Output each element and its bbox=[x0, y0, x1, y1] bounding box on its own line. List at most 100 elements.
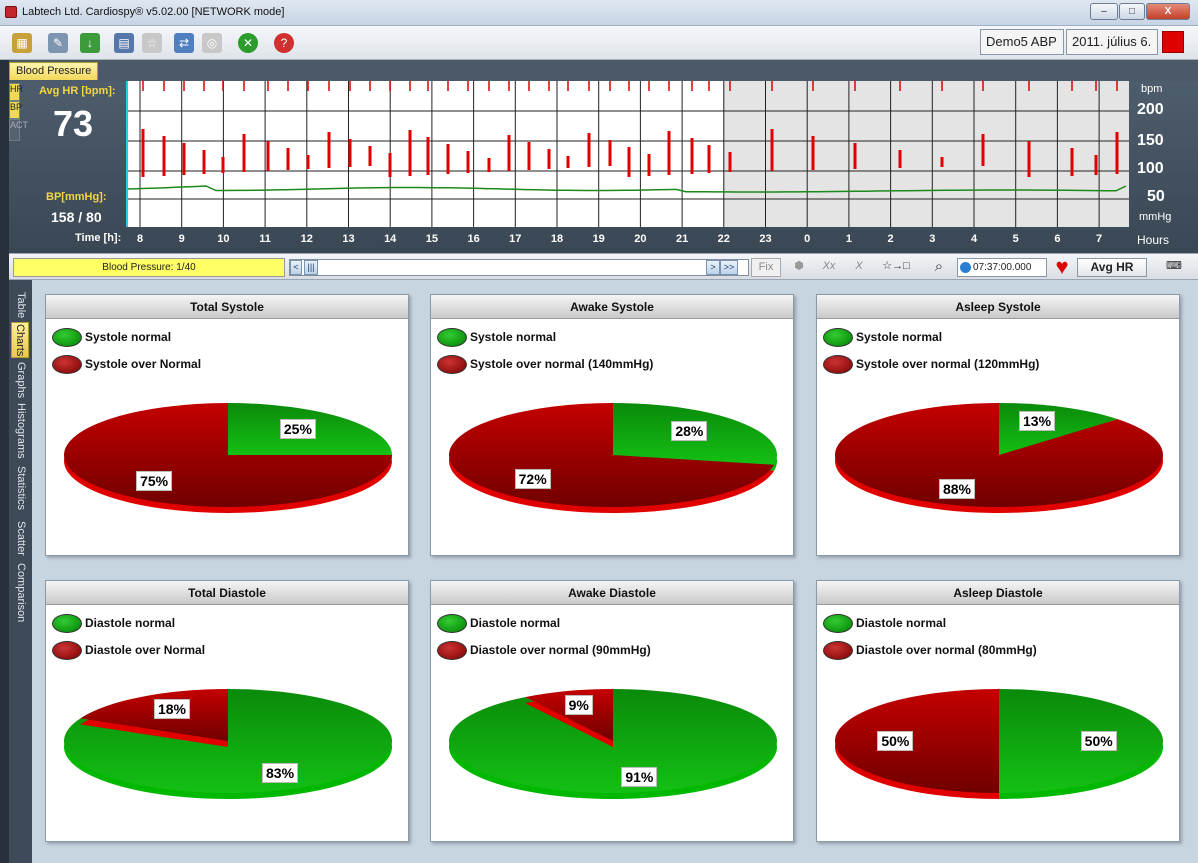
maximize-button[interactable]: □ bbox=[1119, 3, 1145, 20]
legend-over-label: Systole over normal (140mmHg) bbox=[470, 357, 654, 371]
pie-slice-over bbox=[835, 689, 999, 793]
legend-swatch-green bbox=[437, 328, 467, 348]
scroll-right-button[interactable]: > bbox=[706, 260, 720, 275]
bp-timeline-plot[interactable] bbox=[126, 81, 1129, 227]
record-date-field: 2011. július 6. bbox=[1066, 29, 1158, 55]
card-title: Asleep Systole bbox=[817, 295, 1179, 319]
legend-normal-label: Systole normal bbox=[470, 330, 557, 344]
cube-icon[interactable]: ⬢ bbox=[794, 260, 804, 272]
hour-gridlines bbox=[139, 81, 1100, 227]
bpm-unit: bpm bbox=[1141, 83, 1163, 95]
pct-label-over: 72% bbox=[514, 468, 551, 489]
card-title: Total Systole bbox=[46, 295, 408, 319]
side-tab-graphs[interactable]: Graphs bbox=[15, 361, 27, 399]
exit-icon[interactable]: ✕ bbox=[238, 33, 258, 53]
fix-button[interactable]: Fix bbox=[751, 258, 781, 277]
x-icon[interactable]: X bbox=[855, 260, 863, 272]
hour-tick-label: 5 bbox=[1012, 233, 1019, 245]
card-title: Total Diastole bbox=[46, 581, 408, 605]
hour-tick-label: 4 bbox=[970, 233, 978, 245]
network-icon[interactable]: ◎ bbox=[202, 33, 222, 53]
vtab-act[interactable]: ACT bbox=[9, 119, 28, 141]
hour-tick-label: 15 bbox=[425, 233, 439, 245]
scroll-thumb[interactable]: ||| bbox=[304, 260, 318, 275]
status-indicator bbox=[1162, 31, 1184, 53]
edit-icon[interactable]: ✎ bbox=[48, 33, 68, 53]
hour-tick-label: 13 bbox=[342, 233, 355, 245]
hour-tick-label: 0 bbox=[804, 233, 811, 245]
side-tab-histograms[interactable]: Histograms bbox=[15, 403, 27, 459]
zoom-icon[interactable]: ⌕ bbox=[934, 258, 944, 275]
hour-tick-label: 1 bbox=[845, 233, 852, 245]
help-icon[interactable]: ? bbox=[274, 33, 294, 53]
bp-hr-chart-panel: HR BP ACT Avg HR [bpm]: 73 BP[mmHg]: 158… bbox=[9, 81, 1198, 253]
pct-label-normal: 13% bbox=[1019, 410, 1056, 431]
time-axis-label: Time [h]: bbox=[75, 232, 122, 244]
bp-value: 158 / 80 bbox=[51, 209, 102, 225]
pie-chart bbox=[448, 689, 777, 799]
legend-over-label: Diastole over Normal bbox=[85, 643, 206, 657]
side-tab-charts[interactable]: Charts bbox=[11, 322, 29, 358]
pie-card: Asleep Systole Systole normal Systole over… bbox=[816, 294, 1180, 556]
tab-blood-pressure[interactable]: Blood Pressure bbox=[9, 62, 99, 80]
xx-icon[interactable]: Xx bbox=[822, 260, 836, 272]
vtab-bp[interactable]: BP bbox=[9, 101, 22, 119]
pie-card: Total Diastole Diastole normal Diastole ov… bbox=[45, 580, 409, 842]
bp-label: BP[mmHg]: bbox=[46, 191, 107, 203]
heart-icon[interactable]: ♥ bbox=[1055, 254, 1069, 279]
hour-tick-label: 11 bbox=[259, 233, 271, 245]
legend-normal-label: Systole normal bbox=[856, 330, 943, 344]
legend-over: Systole over Normal bbox=[52, 354, 202, 375]
legend-over-label: Systole over Normal bbox=[85, 357, 202, 371]
hour-tick-label: 21 bbox=[675, 233, 689, 245]
view-sidebar: Table Charts Graphs Histograms Statistic… bbox=[9, 280, 32, 863]
side-tab-scatter[interactable]: Scatter bbox=[15, 520, 27, 556]
navigation-bar: Blood Pressure: 1/40 < ||| > >> Fix ⬢ Xx… bbox=[9, 253, 1198, 280]
hour-tick-label: 8 bbox=[136, 233, 144, 245]
timeline-scrollbar[interactable]: < ||| > >> bbox=[289, 259, 749, 276]
vtab-hr[interactable]: HR bbox=[9, 83, 23, 101]
legend-over: Diastole over normal (90mmHg) bbox=[437, 640, 651, 661]
scroll-end-button[interactable]: >> bbox=[720, 260, 738, 275]
send-icon[interactable]: ⇄ bbox=[174, 33, 194, 53]
download-icon[interactable]: ↓ bbox=[80, 33, 100, 53]
legend-over: Diastole over Normal bbox=[52, 640, 206, 661]
legend-swatch-red bbox=[823, 355, 853, 375]
close-button[interactable]: X bbox=[1146, 3, 1190, 20]
clock-icon bbox=[960, 262, 971, 273]
side-tab-table[interactable]: Table bbox=[15, 291, 27, 319]
avg-hr-button[interactable]: Avg HR bbox=[1077, 258, 1147, 277]
pie-card: Awake Systole Systole normal Systole over … bbox=[430, 294, 794, 556]
legend-swatch-red bbox=[437, 355, 467, 375]
marker-box-icon[interactable]: ☆→□ bbox=[882, 260, 910, 272]
card-title: Awake Diastole bbox=[431, 581, 793, 605]
minimize-button[interactable]: – bbox=[1090, 3, 1118, 20]
main-toolbar: ▦ ✎ ↓ ▤ ☆ ⇄ ◎ ✕ ? Demo5 ABP 2011. július… bbox=[0, 26, 1198, 60]
pie-chart bbox=[64, 689, 393, 799]
legend-over: Systole over normal (120mmHg) bbox=[823, 354, 1039, 375]
time-field[interactable]: 07:37:00.000 bbox=[957, 258, 1047, 277]
pct-label-normal: 28% bbox=[671, 421, 708, 442]
side-tab-statistics[interactable]: Statistics bbox=[15, 465, 27, 510]
hour-tick-label: 2 bbox=[887, 233, 894, 245]
side-tab-comparison[interactable]: Comparison bbox=[15, 563, 27, 623]
y-tick-200: 200 bbox=[1137, 101, 1164, 118]
legend-normal-label: Diastole normal bbox=[470, 616, 561, 630]
y-tick-150: 150 bbox=[1137, 132, 1164, 149]
keyboard-icon[interactable]: ⌨ bbox=[1166, 260, 1182, 272]
pie-card: Asleep Diastole Diastole normal Diastole o… bbox=[816, 580, 1180, 842]
left-edge-strip bbox=[0, 60, 9, 863]
patients-icon[interactable]: ▦ bbox=[12, 33, 32, 53]
hour-tick-label: 18 bbox=[550, 233, 564, 245]
pct-label-over: 50% bbox=[877, 731, 914, 751]
hour-tick-label: 10 bbox=[217, 233, 230, 245]
legend-over-label: Diastole over normal (90mmHg) bbox=[470, 643, 651, 657]
favorites-icon[interactable]: ☆ bbox=[142, 33, 162, 53]
legend-swatch-green bbox=[823, 328, 853, 348]
pct-label-over: 88% bbox=[938, 479, 976, 500]
avg-hr-label: Avg HR [bpm]: bbox=[39, 85, 116, 97]
print-icon[interactable]: ▤ bbox=[114, 33, 134, 53]
legend-normal: Diastole normal bbox=[823, 613, 946, 634]
y-tick-50: 50 bbox=[1147, 188, 1165, 205]
scroll-left-button[interactable]: < bbox=[290, 260, 302, 275]
